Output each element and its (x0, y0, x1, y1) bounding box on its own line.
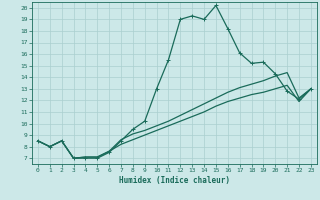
X-axis label: Humidex (Indice chaleur): Humidex (Indice chaleur) (119, 176, 230, 185)
